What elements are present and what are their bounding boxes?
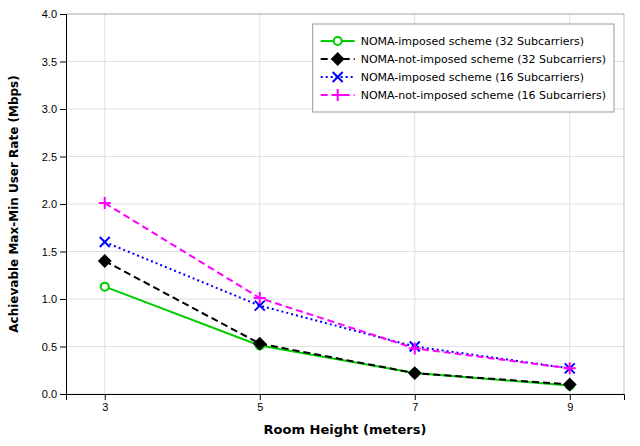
tick-label: 1.0 [42,293,57,305]
marker [565,363,575,373]
tick-label: 3.0 [42,103,57,115]
grid-line [66,14,624,15]
marker [409,368,420,379]
line [105,242,570,368]
legend-marker [334,37,342,45]
tick-label: 0.5 [42,341,57,353]
tick-mark [415,394,416,400]
grid [66,14,624,394]
tick-mark [60,299,66,300]
tick: 9 [567,394,573,413]
tick-label: 5 [257,401,263,413]
legend-label: NOMA-not-imposed scheme (16 Subcarriers) [361,89,606,102]
tick-mark [260,394,261,400]
series [101,283,574,390]
x-axis: 3 5 7 9 [67,394,625,413]
tick-mark [60,157,66,158]
tick: 0.5 [42,341,66,353]
tick-mark [60,347,66,348]
legend-label: NOMA-not-imposed scheme (32 Subcarriers) [361,53,606,66]
plot: 3 5 7 9 0.0 0.5 1.0 1.5 2.0 2.5 3.0 3.5 4.0 NOMA-impo… [42,8,625,413]
series [99,197,576,374]
frame [66,14,624,15]
marker [564,362,576,374]
tick-mark [60,204,66,205]
series-area [99,197,576,390]
legend-box [313,24,614,112]
legend-marker [332,89,344,101]
marker [99,197,111,209]
tick-label: 3.5 [42,56,57,68]
tick-label: 2.5 [42,151,57,163]
grid-line [66,156,624,157]
legend-item: NOMA-not-imposed scheme (16 Subcarriers) [321,89,606,102]
tick-label: 1.5 [42,246,57,258]
tick-mark [60,109,66,110]
tick-label: 3 [102,401,108,413]
tick-mark [60,252,66,253]
marker [254,338,265,349]
tick: 1.0 [42,293,66,305]
y-axis: 0.0 0.5 1.0 1.5 2.0 2.5 3.0 3.5 4.0 [42,8,67,400]
series [100,237,575,373]
marker [99,256,110,267]
tick-mark [60,62,66,63]
tick-label: 9 [567,401,573,413]
tick: 3.5 [42,56,66,68]
line [105,261,570,385]
tick: 4.0 [42,8,66,20]
tick-mark [570,394,571,400]
grid-line [66,299,624,300]
tick: 0.0 [42,388,66,400]
frame [624,14,625,394]
series [99,256,575,391]
tick: 5 [257,394,263,413]
grid-line [66,204,624,205]
legend-label: NOMA-imposed scheme (16 Subcarriers) [361,71,584,84]
tick-mark [60,394,66,395]
tick: 1.5 [42,246,66,258]
tick: 7 [412,394,418,413]
marker [101,283,109,291]
grid-line [66,251,624,252]
tick: 3 [102,394,108,413]
tick: 3.0 [42,103,66,115]
line [105,287,570,386]
legend-label: NOMA-imposed scheme (32 Subcarriers) [361,35,584,48]
marker [254,292,266,304]
tick-mark [105,394,106,400]
axis-line [60,15,67,395]
legend-item: NOMA-imposed scheme (16 Subcarriers) [321,71,584,84]
marker [409,342,421,354]
marker [100,237,110,247]
x-axis-title: Room Height (meters) [264,422,427,437]
line [105,203,570,368]
y-axis-title: Achievable Max-Min User Rate (Mbps) [7,75,21,332]
chart: 3 5 7 9 0.0 0.5 1.0 1.5 2.0 2.5 3.0 3.5 4.0 NOMA-impo… [0,0,640,446]
tick-label: 0.0 [42,388,57,400]
marker [564,379,575,390]
legend-item: NOMA-imposed scheme (32 Subcarriers) [321,35,584,48]
axis-line [67,395,625,401]
grid-line [66,346,624,347]
legend: NOMA-imposed scheme (32 Subcarriers) NOMA… [313,24,614,112]
tick-label: 4.0 [42,8,57,20]
tick-label: 2.0 [42,198,57,210]
tick: 2.5 [42,151,66,163]
legend-marker [333,72,343,82]
legend-marker [332,54,343,65]
tick: 2.0 [42,198,66,210]
legend-item: NOMA-not-imposed scheme (32 Subcarriers) [321,53,606,66]
tick-mark [60,14,66,15]
tick-label: 7 [412,401,418,413]
